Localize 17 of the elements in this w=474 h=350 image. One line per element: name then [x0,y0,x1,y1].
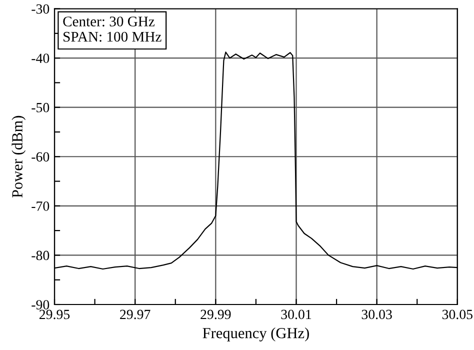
x-tick-label: 30.03 [362,310,392,320]
annotation: SPAN: 100 MHz [64,32,162,42]
y-tick-label: -40 [32,54,50,63]
y-tick-label: -30 [32,4,50,14]
y-tick-label: -70 [32,202,50,211]
y-tick-label: -80 [32,250,50,260]
y-axis-title: Power (dBm) [12,116,26,198]
x-tick-label: 30.01 [281,310,312,320]
y-tick-label: -60 [32,152,50,162]
x-tick-label: 29.99 [200,310,231,320]
x-tick-label: 29.95 [39,310,70,320]
y-tick-label: -50 [32,102,50,112]
x-axis-title: Frequency (GHz) [202,328,309,342]
x-tick-label: 29.97 [120,310,150,320]
y-tick-label: -90 [32,300,50,310]
x-tick-label: 30.05 [442,310,472,320]
annotation: Center: 30 GHz [63,16,154,26]
